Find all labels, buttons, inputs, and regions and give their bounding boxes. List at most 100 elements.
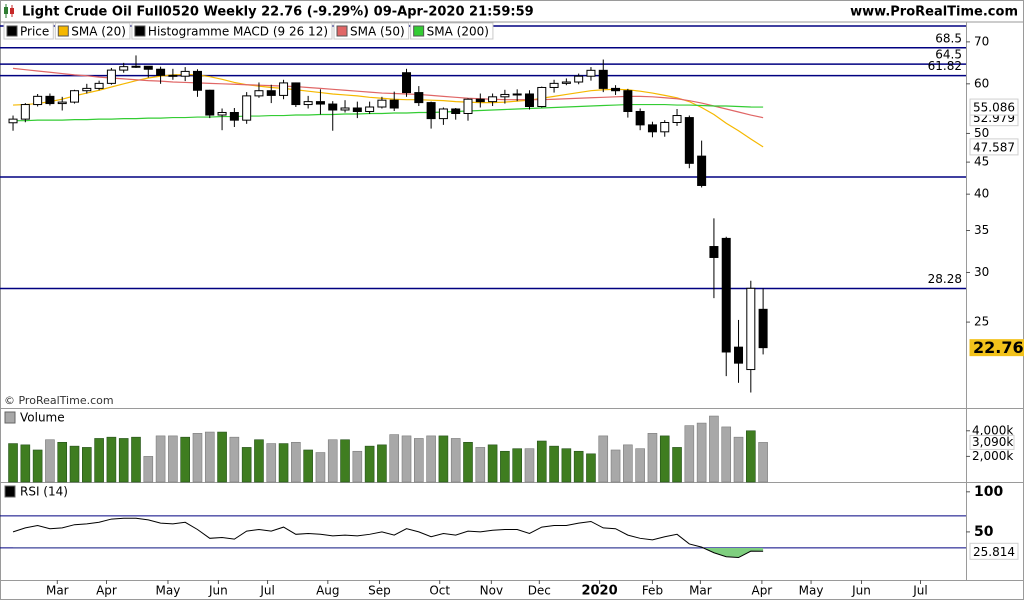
- sma-last-value: 55.086: [973, 101, 1015, 115]
- volume-bar: [32, 449, 43, 483]
- last-price: 22.76: [973, 338, 1024, 357]
- volume-bar: [475, 447, 486, 483]
- volume-bar: [8, 443, 18, 483]
- volume-bar: [131, 436, 141, 483]
- volume-bar: [377, 444, 387, 483]
- candle-body: [524, 93, 534, 108]
- volume-bar: [672, 447, 682, 483]
- volume-bar: [586, 453, 596, 483]
- y-tick-label: 100: [974, 484, 1003, 500]
- candle-body: [156, 68, 166, 76]
- volume-bar: [610, 449, 621, 483]
- candle-body: [352, 107, 362, 112]
- candle-body: [340, 107, 350, 111]
- candle-body: [205, 89, 215, 116]
- volume-bar: [709, 415, 719, 483]
- candle-body: [180, 70, 190, 77]
- candle-body: [291, 82, 301, 106]
- volume-bar: [143, 456, 154, 483]
- candle-body: [20, 104, 30, 120]
- y-tick-label: 2,000k: [972, 449, 1013, 463]
- candle-body: [721, 237, 731, 353]
- legend-label: SMA (20): [71, 25, 126, 39]
- volume-bar: [180, 436, 190, 483]
- candle-body: [697, 155, 707, 186]
- candle-body: [647, 124, 657, 133]
- x-tick-label: Nov: [480, 584, 503, 598]
- candle-body: [242, 95, 252, 121]
- y-tick-label: 4,000k: [972, 423, 1013, 437]
- volume-bar: [241, 447, 252, 483]
- volume-bar: [303, 449, 313, 483]
- candle-body: [57, 101, 67, 105]
- candle-body: [192, 70, 202, 91]
- candle-body: [82, 87, 92, 92]
- candle-body: [488, 96, 498, 103]
- legend-frame: [410, 22, 494, 40]
- candle-body: [537, 86, 547, 108]
- volume-bar: [463, 441, 473, 483]
- volume-bar: [254, 439, 264, 483]
- volume-bar: [57, 441, 68, 483]
- candle-body: [315, 101, 325, 105]
- candle-body: [475, 98, 485, 103]
- candle-body: [709, 246, 719, 258]
- y-tick-label: 60: [974, 76, 989, 90]
- sma-last-value-box: [969, 138, 1019, 156]
- panel-title: RSI (14): [20, 485, 68, 499]
- candle-body: [365, 106, 375, 112]
- candle-body: [734, 346, 744, 364]
- candle-body: [746, 287, 756, 371]
- legend-label: Price: [20, 25, 49, 39]
- candle-body: [217, 111, 227, 116]
- volume-bar: [217, 431, 227, 483]
- level-label: 28.28: [928, 272, 962, 286]
- x-tick-label: Jul: [259, 584, 274, 598]
- volume-bar: [561, 448, 572, 483]
- candle-body: [131, 65, 141, 68]
- panel-icon: [4, 485, 16, 498]
- volume-bar: [155, 435, 166, 483]
- volume-bar: [487, 444, 498, 483]
- legend-swatch: [57, 25, 69, 37]
- x-tick-label: Sep: [368, 584, 391, 598]
- panel-title: Volume: [20, 411, 65, 425]
- candle-body: [426, 102, 436, 120]
- level-label: 68.5: [935, 31, 962, 45]
- sma-line: [13, 73, 764, 148]
- candle-body: [512, 93, 522, 96]
- volume-bar: [291, 441, 301, 483]
- volume-bar: [438, 435, 449, 483]
- volume-bar: [229, 436, 240, 483]
- candle-body: [500, 93, 510, 98]
- volume-bar: [20, 444, 31, 483]
- candle-body: [660, 122, 670, 133]
- level-label: 61.82: [928, 59, 962, 73]
- candle-body: [402, 72, 412, 94]
- candle-body: [414, 92, 424, 104]
- legend-frame: [54, 22, 131, 40]
- app-icon: [4, 4, 14, 18]
- x-tick-label: Aug: [316, 584, 339, 598]
- candle-body: [635, 110, 645, 126]
- candle-body: [623, 90, 633, 112]
- last-volume: 3,090k: [972, 435, 1013, 449]
- volume-bar: [512, 448, 522, 483]
- volume-bar: [118, 438, 129, 483]
- volume-bar: [94, 438, 104, 483]
- volume-bar: [414, 438, 424, 483]
- x-tick-label: May: [156, 584, 181, 598]
- candle-body: [389, 99, 399, 109]
- candle-body: [328, 103, 338, 111]
- candle-body: [377, 99, 387, 108]
- volume-bar: [573, 450, 584, 483]
- volume-bar: [327, 439, 338, 483]
- candle-body: [561, 81, 571, 84]
- volume-bar: [733, 436, 744, 483]
- y-tick-label: 35: [974, 223, 989, 237]
- legend-frame: [333, 22, 410, 40]
- volume-bar: [450, 438, 461, 483]
- volume-bar: [340, 439, 350, 483]
